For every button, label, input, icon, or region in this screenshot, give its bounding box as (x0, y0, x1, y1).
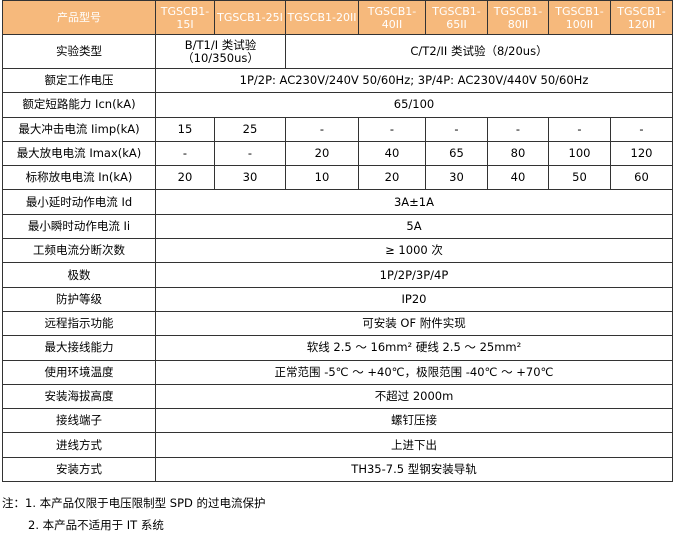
table-row: 进线方式 上进下出 (2, 432, 673, 458)
row-label: 最小瞬时动作电流 Ii (2, 213, 156, 240)
cell: 50 (548, 165, 611, 191)
cell: 15 (155, 116, 215, 142)
cell: - (425, 116, 488, 142)
table-row: 最大放电电流 Imax(kA) - -20 40 65 80 100 120 (2, 140, 673, 167)
cell: 120 (610, 140, 673, 167)
table-row: 最大冲击电流 Iimp(kA) 15 25- - - - - - (2, 116, 673, 142)
header-label: 产品型号 (2, 0, 156, 35)
cell: 1P/2P: AC230V/240V 50/60Hz; 3P/4P: AC230… (155, 67, 673, 94)
cell: 25 (214, 116, 286, 142)
model: TGSCB1-15I (155, 0, 215, 35)
model: TGSCB1-80II (487, 0, 549, 35)
row-label: 工频电流分断次数 (2, 238, 156, 264)
cell: 可安装 OF 附件实现 (155, 310, 673, 337)
cell: - (214, 140, 286, 167)
row-label: 额定工作电压 (2, 67, 156, 94)
cell: 5A (155, 213, 673, 240)
row-label: 最小延时动作电流 Id (2, 189, 156, 215)
cell: - (610, 116, 673, 142)
spec-table: 产品型号 TGSCB1-15I TGSCB1-25I TGSCB1-20II T… (2, 0, 673, 483)
cell: 20 (155, 165, 215, 191)
row-label: 标称放电电流 In(kA) (2, 165, 156, 191)
row-label: 接线端子 (2, 408, 156, 434)
cell: 上进下出 (155, 432, 673, 458)
row-label: 最大冲击电流 Iimp(kA) (2, 116, 156, 142)
cell: 10 (285, 165, 359, 191)
row-label: 远程指示功能 (2, 310, 156, 337)
model: TGSCB1-100II (548, 0, 611, 35)
cell: 20 (358, 165, 426, 191)
model: TGSCB1-20II (285, 0, 359, 35)
model: TGSCB1-25I (214, 0, 286, 35)
cell: 软线 2.5 ～ 16mm² 硬线 2.5 ～ 25mm² (155, 335, 673, 361)
cell: 正常范围 -5℃ ～ +40℃，极限范围 -40℃ ～ +70℃ (155, 359, 673, 385)
cell: 3A±1A (155, 189, 673, 215)
cell: 螺钉压接 (155, 408, 673, 434)
row-label: 安装海拔高度 (2, 383, 156, 410)
row-label: 防护等级 (2, 286, 156, 312)
cell: ≥ 1000 次 (155, 238, 673, 264)
table-row: 防护等级 IP20 (2, 286, 673, 312)
row-label: 额定短路能力 Icn(kA) (2, 92, 156, 118)
row-label: 进线方式 (2, 432, 156, 458)
cell: TH35-7.5 型钢安装导轨 (155, 456, 673, 483)
cell: - (487, 116, 549, 142)
table-row: 极数 1P/2P/3P/4P (2, 262, 673, 288)
table-row: 安装方式 TH35-7.5 型钢安装导轨 (2, 456, 673, 483)
row-label: 最大接线能力 (2, 335, 156, 361)
table-row: 实验类型 B/T1/I 类试验（10/350us） C/T2/II 类试验（8/… (2, 34, 673, 69)
table-row: 接线端子 螺钉压接 (2, 408, 673, 434)
cell: 65 (425, 140, 488, 167)
cell: B/T1/I 类试验（10/350us） (155, 34, 286, 69)
table-row: 最大接线能力 软线 2.5 ～ 16mm² 硬线 2.5 ～ 25mm² (2, 335, 673, 361)
row-label: 最大放电电流 Imax(kA) (2, 140, 156, 167)
table-row: 安装海拔高度 不超过 2000m (2, 383, 673, 410)
note: 2. 本产品不适用于 IT 系统 (28, 518, 164, 532)
cell: 65/100 (155, 92, 673, 118)
model: TGSCB1-65II (425, 0, 488, 35)
cell: 60 (610, 165, 673, 191)
cell: 40 (358, 140, 426, 167)
cell: 30 (425, 165, 488, 191)
model: TGSCB1-40II (358, 0, 426, 35)
row-label: 极数 (2, 262, 156, 288)
table-row: 远程指示功能 可安装 OF 附件实现 (2, 310, 673, 337)
table-row: 最小延时动作电流 Id 3A±1A (2, 189, 673, 215)
table-row: 额定工作电压 1P/2P: AC230V/240V 50/60Hz; 3P/4P… (2, 67, 673, 94)
cell: - (155, 140, 215, 167)
cell: 不超过 2000m (155, 383, 673, 410)
header-row: 产品型号 TGSCB1-15I TGSCB1-25I TGSCB1-20II T… (2, 0, 673, 35)
table-row: 工频电流分断次数 ≥ 1000 次 (2, 238, 673, 264)
cell: - (548, 116, 611, 142)
row-label: 使用环境温度 (2, 359, 156, 385)
model: TGSCB1-120II (610, 0, 673, 35)
note: 注：1. 本产品仅限于电压限制型 SPD 的过电流保护 (2, 496, 266, 510)
row-label: 安装方式 (2, 456, 156, 483)
table-row: 额定短路能力 Icn(kA) 65/100 (2, 92, 673, 118)
notes: 注：1. 本产品仅限于电压限制型 SPD 的过电流保护 2. 本产品不适用于 I… (2, 492, 266, 536)
row-label: 实验类型 (2, 34, 156, 69)
cell: 80 (487, 140, 549, 167)
cell: 30 (214, 165, 286, 191)
cell: 1P/2P/3P/4P (155, 262, 673, 288)
cell: - (358, 116, 426, 142)
cell: - (285, 116, 359, 142)
table-row: 使用环境温度 正常范围 -5℃ ～ +40℃，极限范围 -40℃ ～ +70℃ (2, 359, 673, 385)
cell: IP20 (155, 286, 673, 312)
cell: C/T2/II 类试验（8/20us） (285, 34, 673, 69)
table-row: 标称放电电流 In(kA) 20 30 10 20 30 40 50 60 (2, 165, 673, 191)
cell: 20 (285, 140, 359, 167)
cell: 40 (487, 165, 549, 191)
table-row: 最小瞬时动作电流 Ii 5A (2, 213, 673, 240)
cell: 100 (548, 140, 611, 167)
